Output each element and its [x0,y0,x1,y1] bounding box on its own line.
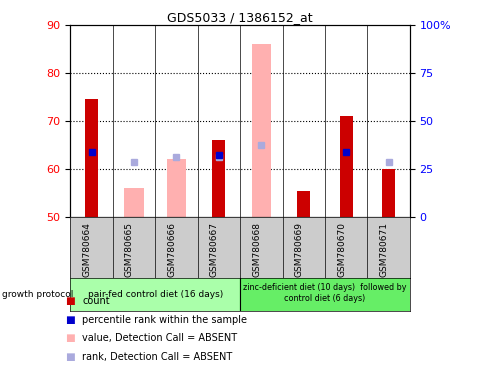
Bar [297,190,309,217]
Text: count: count [82,296,110,306]
Bar [381,169,394,217]
Text: pair-fed control diet (16 days): pair-fed control diet (16 days) [88,290,222,299]
Text: GSM780671: GSM780671 [379,222,388,277]
Text: value, Detection Call = ABSENT: value, Detection Call = ABSENT [82,333,237,343]
Text: rank, Detection Call = ABSENT: rank, Detection Call = ABSENT [82,352,232,362]
Text: GSM780666: GSM780666 [167,222,176,277]
Bar [124,188,143,217]
Text: ■: ■ [65,352,75,362]
Bar [240,278,409,311]
Bar [70,278,240,311]
Text: GSM780665: GSM780665 [125,222,134,277]
Bar [166,159,185,217]
Bar [85,99,98,217]
Bar [212,140,225,217]
Text: GSM780670: GSM780670 [336,222,346,277]
Text: ■: ■ [65,296,75,306]
Text: GSM780664: GSM780664 [82,222,91,277]
Text: zinc-deficient diet (10 days)  followed by
control diet (6 days): zinc-deficient diet (10 days) followed b… [242,283,406,303]
Text: GSM780669: GSM780669 [294,222,303,277]
Text: ■: ■ [65,315,75,325]
Text: GSM780668: GSM780668 [252,222,261,277]
Text: ■: ■ [65,333,75,343]
Text: percentile rank within the sample: percentile rank within the sample [82,315,247,325]
Text: growth protocol: growth protocol [2,290,74,299]
Title: GDS5033 / 1386152_at: GDS5033 / 1386152_at [167,11,312,24]
Bar [339,116,352,217]
Text: GSM780667: GSM780667 [210,222,218,277]
Bar [251,44,270,217]
Bar [166,159,185,217]
